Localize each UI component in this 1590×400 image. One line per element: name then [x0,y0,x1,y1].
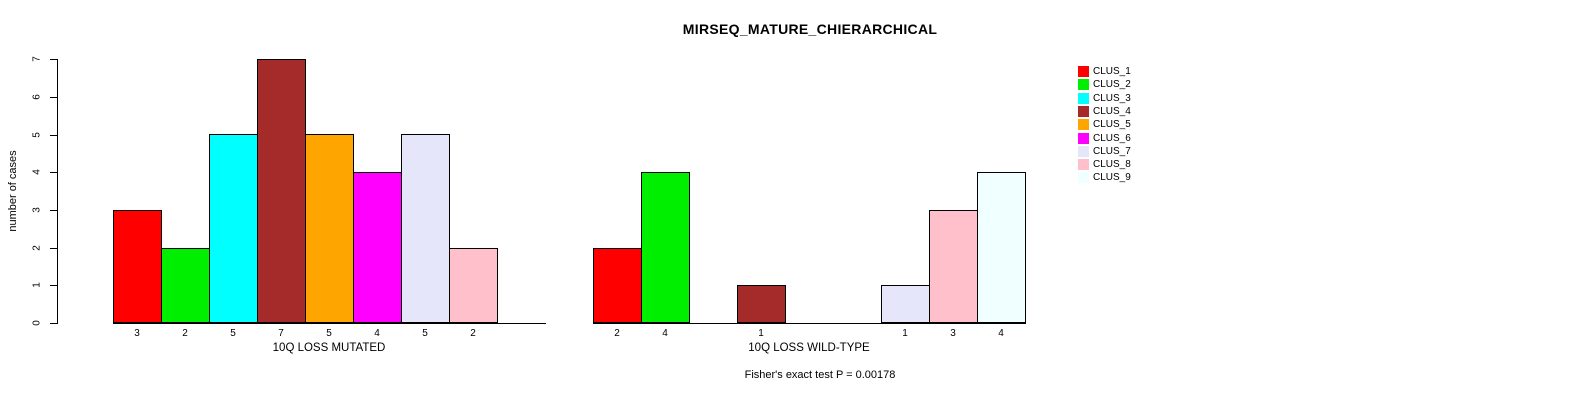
y-tick-label: 3 [31,207,43,213]
legend-swatch [1078,105,1089,117]
bar-value-label: 2 [614,328,620,339]
fisher-test-annotation: Fisher's exact test P = 0.00178 [744,369,896,381]
bar [209,134,258,323]
y-tick-label: 2 [31,244,43,251]
bar-value-label: 3 [950,328,956,339]
y-tick-mark [50,285,57,287]
legend-item: CLUS_5 [1078,118,1131,131]
bar-value-label: 1 [758,328,764,339]
bar [737,285,786,323]
y-tick-mark [50,323,57,324]
y-tick-label: 1 [31,282,43,289]
legend-label: CLUS_1 [1093,66,1131,77]
bar-value-label: 2 [470,328,476,339]
y-tick-label: 4 [31,169,43,175]
legend-swatch [1078,92,1089,104]
y-tick-mark [50,134,57,136]
x-axis-line [113,323,546,324]
legend-label: CLUS_5 [1093,119,1131,131]
bar-value-label: 5 [422,328,428,339]
legend-label: CLUS_6 [1093,132,1131,144]
y-tick-label: 0 [31,320,43,326]
legend-item: CLUS_2 [1078,78,1131,91]
legend-swatch [1078,172,1089,184]
y-tick-mark [50,96,57,98]
bar-value-label: 4 [998,328,1004,339]
legend-label: CLUS_3 [1093,92,1131,104]
legend-swatch [1078,66,1089,77]
bar [593,248,642,323]
x-axis-title: 10Q LOSS MUTATED [272,342,386,354]
bar [305,134,354,323]
chart-title: MIRSEQ_MATURE_CHIERARCHICAL [682,21,938,37]
legend-item: CLUS_1 [1078,65,1131,78]
bar-value-label: 5 [326,328,332,339]
legend-item: CLUS_6 [1078,132,1131,145]
y-tick-mark [50,209,57,211]
bar-value-label: 3 [134,328,140,339]
bar [881,285,930,323]
legend-swatch [1078,145,1089,157]
bar-value-label: 4 [374,328,380,339]
y-tick-mark [50,247,57,249]
x-axis-line [593,323,1026,324]
legend-item: CLUS_4 [1078,105,1131,118]
legend-item: CLUS_7 [1078,145,1131,158]
y-tick-label: 7 [31,56,43,62]
legend-swatch [1078,159,1089,171]
legend-label: CLUS_8 [1093,159,1131,171]
legend-item: CLUS_9 [1078,171,1131,184]
y-axis-line [57,59,58,324]
legend-item: CLUS_8 [1078,158,1131,171]
bar [977,172,1026,323]
bar [401,134,450,323]
x-axis-title: 10Q LOSS WILD-TYPE [748,342,870,354]
legend-swatch [1078,79,1089,91]
legend-label: CLUS_7 [1093,145,1131,157]
bar [929,210,978,323]
y-tick-label: 6 [31,94,43,100]
y-tick-label: 5 [31,131,43,138]
bar-value-label: 1 [902,328,908,339]
legend-swatch [1078,119,1089,131]
bar [353,172,402,323]
bar-value-label: 5 [230,328,236,339]
bar-value-label: 7 [278,328,284,339]
legend-swatch [1078,132,1089,144]
bar [161,248,210,323]
bar-value-label: 4 [662,328,668,339]
y-tick-mark [50,59,57,61]
legend-label: CLUS_9 [1093,172,1131,184]
bar-value-label: 2 [182,328,188,339]
bar [449,248,498,323]
y-tick-mark [50,172,57,174]
legend-item: CLUS_3 [1078,92,1131,105]
y-axis-title: number of cases [7,150,19,232]
legend-label: CLUS_4 [1093,105,1131,117]
legend-label: CLUS_2 [1093,79,1131,91]
bar [257,59,306,323]
bar [641,172,690,323]
bar [113,210,162,323]
